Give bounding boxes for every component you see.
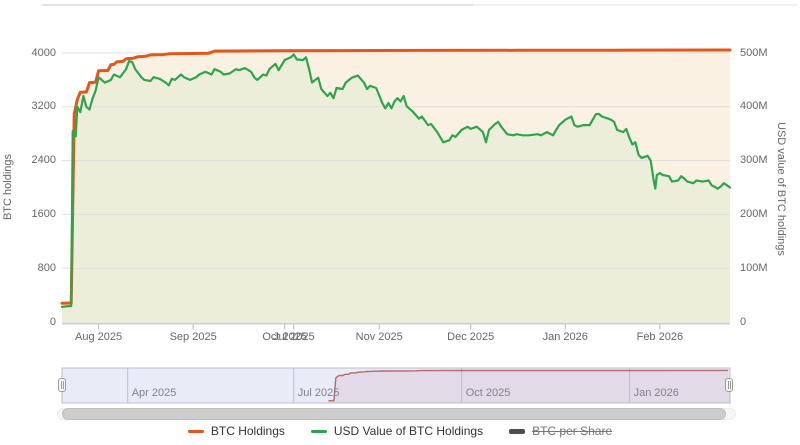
legend-marker-icon [509, 428, 526, 434]
navigator-axis-label: Jul 2025 [297, 387, 340, 399]
navigator-axis-label: Apr 2025 [131, 387, 177, 399]
btc-holdings-line [60, 48, 732, 305]
legend-label: USD Value of BTC Holdings [333, 424, 484, 438]
usd-value-area [62, 54, 730, 322]
x-axis-label: Jan 2026 [542, 331, 588, 343]
x-axis-label: Aug 2025 [75, 331, 123, 343]
x-axis-label: Oct 2025 [262, 331, 307, 343]
legend-marker-icon [310, 429, 327, 433]
legend-marker-icon [187, 429, 204, 433]
scrollbar-thumb[interactable] [62, 408, 726, 420]
legend-item-btc-per-share[interactable]: BTC per Share [509, 424, 612, 438]
x-axis-label: Dec 2025 [447, 331, 495, 343]
legend-item-usd-value-of-btc-holdings[interactable]: USD Value of BTC Holdings [310, 424, 484, 438]
y-axis-label-right: 400M [740, 100, 768, 113]
handle-grip-icon [727, 381, 731, 389]
y-axis-label-right: 0 [740, 315, 747, 328]
y-axis-label-left: 2400 [31, 154, 56, 167]
top-divider [42, 4, 798, 6]
x-axis-label: Nov 2025 [355, 331, 403, 343]
usd-value-line [60, 53, 732, 308]
x-axis-label: Feb 2026 [636, 331, 684, 343]
navigator-left-handle[interactable] [58, 378, 66, 392]
x-axis-label: Sep 2025 [169, 331, 217, 343]
y-axis-label-right: 100M [740, 261, 768, 274]
x-axis-label: Jul 2025 [273, 331, 315, 343]
navigator-axis-label: Oct 2025 [465, 387, 511, 399]
chart-legend: BTC Holdings USD Value of BTC Holdings BTC… [0, 424, 800, 438]
legend-label: BTC per Share [532, 424, 613, 438]
y-axis-title-right: USD value of BTC holdings [775, 122, 787, 256]
legend-label: BTC Holdings [210, 424, 285, 438]
y-axis-title-left: BTC holdings [2, 153, 14, 221]
navigator-right-handle[interactable] [725, 378, 733, 392]
y-axis-label-left: 4000 [31, 46, 56, 59]
legend-item-btc-holdings[interactable]: BTC Holdings [187, 424, 285, 438]
navigator-axis-label: Jan 2026 [633, 387, 679, 399]
y-axis-label-right: 200M [740, 207, 768, 220]
y-axis-label-left: 1600 [31, 207, 56, 220]
navigator-mask[interactable] [62, 368, 730, 403]
y-axis-label-left: 0 [49, 315, 56, 328]
handle-grip-icon [60, 381, 64, 389]
y-axis-label-right: 500M [740, 46, 768, 59]
y-axis-label-right: 300M [740, 154, 768, 167]
y-axis-label-left: 3200 [31, 100, 56, 113]
navigator-series-line [328, 369, 729, 402]
y-axis-label-left: 800 [37, 261, 56, 274]
